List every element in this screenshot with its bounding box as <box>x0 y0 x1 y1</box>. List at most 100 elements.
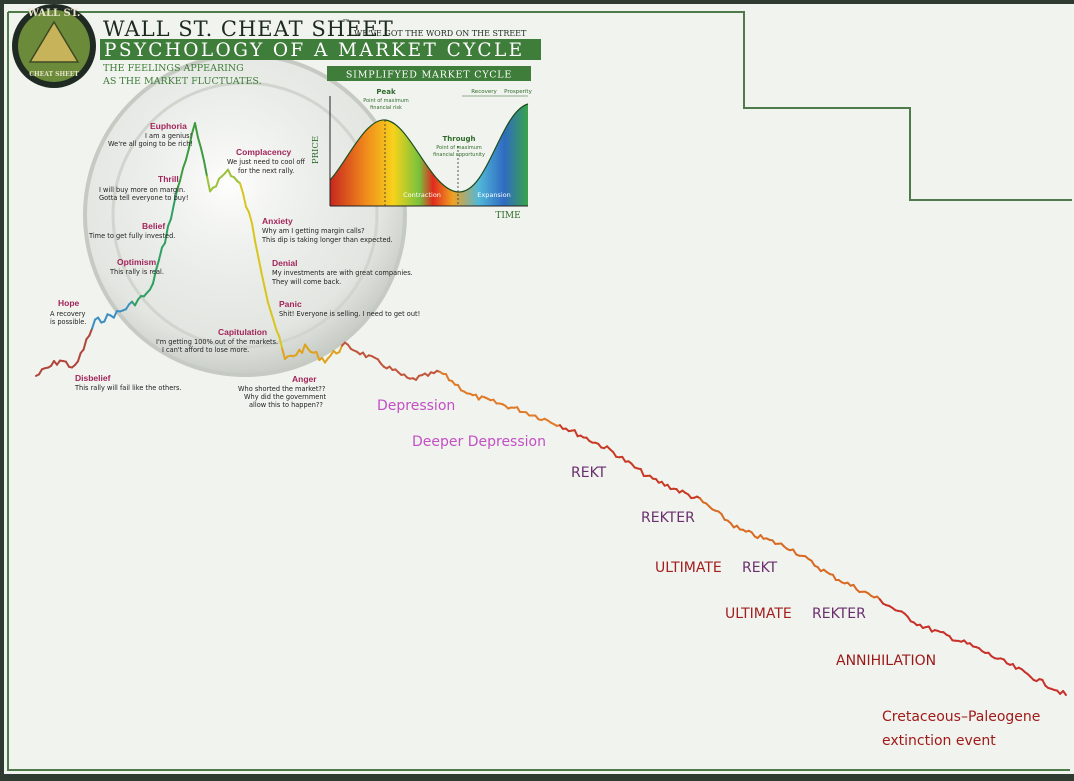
price-segment <box>173 189 178 205</box>
stage-anger-text-1: Who shorted the market?? <box>238 385 326 393</box>
banner-text: PSYCHOLOGY OF A MARKET CYCLE <box>104 40 525 61</box>
label-rekter: REKTER <box>641 510 695 526</box>
price-segment <box>134 298 139 307</box>
stage-euphoria: Euphoria <box>150 121 187 131</box>
stage-disbelief: Disbelief <box>75 373 111 383</box>
stage-anxiety-text-2: This dip is taking longer than expected. <box>261 236 393 244</box>
price-segment <box>254 240 260 259</box>
stage-optimism: Optimism <box>117 257 157 267</box>
stage-denial-text-2: They will come back. <box>271 278 341 286</box>
inset-recovery: Recovery <box>471 89 497 95</box>
frame-outline <box>8 11 1072 201</box>
extension-labels: Depression Deeper Depression REKT REKTER… <box>377 398 1040 749</box>
price-segment <box>82 338 88 351</box>
label-ultimate-1: ULTIMATE <box>655 560 722 576</box>
price-segment <box>275 329 281 338</box>
price-segment <box>263 287 269 304</box>
inset-prosperity: Prosperity <box>504 89 532 95</box>
stage-hope: Hope <box>58 298 80 308</box>
price-segment <box>257 256 263 275</box>
price-segment <box>112 310 118 319</box>
stage-panic-text-1: Shit! Everyone is selling. I need to get… <box>279 310 420 318</box>
price-segment <box>91 318 96 330</box>
price-segment <box>167 217 172 228</box>
inset-ylabel: PRICE <box>311 136 321 164</box>
price-segment <box>1062 690 1067 696</box>
price-segment <box>831 573 837 581</box>
frame-left <box>7 12 1070 771</box>
price-segment <box>170 202 175 220</box>
subtitle-line2: AS THE MARKET FLUCTUATES. <box>102 76 262 87</box>
price-segment <box>245 205 250 214</box>
price-segment <box>176 179 181 192</box>
label-extinction-2: extinction event <box>882 733 996 749</box>
price-segment <box>194 122 199 139</box>
stage-denial: Denial <box>272 258 298 268</box>
stage-thrill-text-2: Gotta tell everyone to buy! <box>99 194 188 202</box>
stage-anger: Anger <box>292 374 317 384</box>
banner <box>100 39 541 60</box>
price-segment <box>281 347 286 360</box>
price-segment <box>457 384 462 392</box>
stage-thrill-text-1: I will buy more on margin. <box>99 186 185 194</box>
stage-hope-text-1: A recovery <box>50 310 86 318</box>
inset-peak-note1: Point of maximum <box>363 98 409 104</box>
price-segment <box>103 313 109 323</box>
inset-trough-note2: financial opportunity <box>433 152 485 158</box>
inset-peak-label: Peak <box>376 88 396 96</box>
label-rekt: REKT <box>571 465 607 481</box>
inset-trough-note1: Point of maximum <box>436 145 482 151</box>
tagline: WE'VE GOT THE WORD ON THE STREET <box>354 29 527 38</box>
price-segment <box>315 351 321 361</box>
price-segment <box>203 159 208 178</box>
label-extinction-1: Cretaceous–Paleogene <box>882 709 1040 725</box>
price-segment <box>338 344 344 354</box>
price-segment <box>185 147 190 161</box>
inset-title-bar <box>327 66 531 81</box>
stage-euphoria-text-2: We're all going to be rich! <box>108 140 193 148</box>
label-annihilation: ANNIHILATION <box>836 653 936 669</box>
price-segment <box>251 222 257 243</box>
price-segment <box>188 132 193 150</box>
price-segment <box>164 225 169 244</box>
price-segment <box>301 343 306 354</box>
price-segment <box>215 177 220 188</box>
logo: WALL ST. CHEAT SHEET <box>12 4 96 88</box>
stage-belief-text-1: Time to get fully invested. <box>88 232 175 240</box>
label-depression: Depression <box>377 398 455 414</box>
price-segment <box>227 168 232 178</box>
logo-bottom-text: CHEAT SHEET <box>29 71 79 78</box>
label-ultimate-rekter-suffix: REKTER <box>812 606 866 622</box>
subtitle-line1: THE FEELINGS APPEARING <box>103 63 244 74</box>
price-segment <box>278 335 284 350</box>
logo-top-text: WALL ST. <box>27 8 81 19</box>
inset-contraction: Contraction <box>403 191 441 199</box>
stage-disbelief-text-1: This rally will fail like the others. <box>74 384 182 392</box>
price-segment <box>260 272 266 289</box>
inset-xlabel: TIME <box>495 211 520 221</box>
stage-capitulation-text-1: I'm getting 100% out of the markets. <box>156 338 278 346</box>
price-segment <box>1041 678 1047 687</box>
price-series <box>35 122 1067 696</box>
inset-peak-note2: financial risk <box>370 105 402 111</box>
stage-thrill: Thrill <box>158 174 179 184</box>
inset-chart: SIMPLIFYED MARKET CYCLE PRICE TIME Peak … <box>311 66 533 221</box>
stage-complacency-text-1: We just need to cool off <box>227 158 305 166</box>
stage-hope-text-2: is possible. <box>50 318 86 326</box>
stage-labels: Disbelief This rally will fail like the … <box>50 121 420 409</box>
price-segment <box>149 282 154 291</box>
stage-panic: Panic <box>279 299 302 309</box>
stage-anxiety-text-1: Why am I getting margin calls? <box>262 227 365 235</box>
label-deeper-depression: Deeper Depression <box>412 434 546 450</box>
price-segment <box>200 147 205 162</box>
inset-curve <box>329 103 529 193</box>
inset-expansion: Expansion <box>477 191 510 199</box>
page-title: WALL ST. CHEAT SHEET <box>103 17 394 41</box>
inset-title: SIMPLIFYED MARKET CYCLE <box>346 70 512 81</box>
label-ultimate-2: ULTIMATE <box>725 606 792 622</box>
price-segment <box>158 246 163 261</box>
price-segment <box>155 258 160 272</box>
price-segment <box>573 429 579 438</box>
price-segment <box>269 310 275 322</box>
